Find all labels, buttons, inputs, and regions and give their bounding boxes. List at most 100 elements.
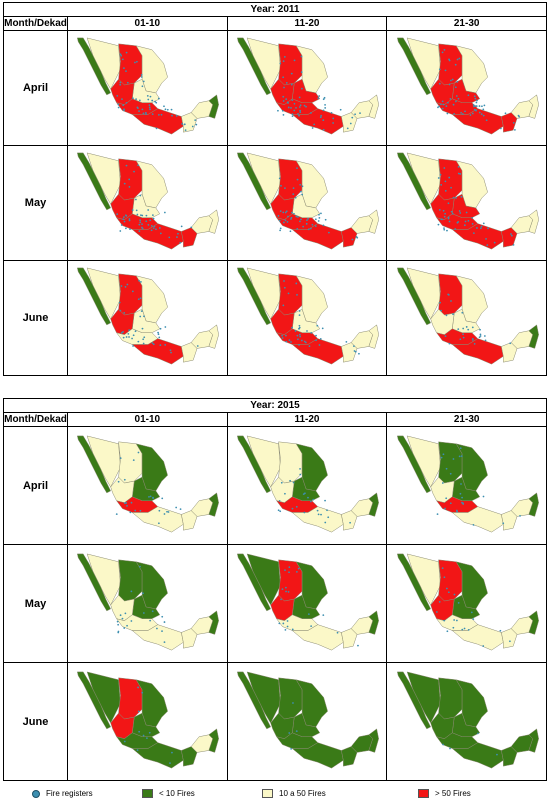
fire-register-dot [197, 345, 199, 347]
fire-register-dot [452, 626, 454, 629]
fire-register-dot [482, 108, 484, 111]
fire-register-dot [298, 344, 300, 346]
fire-register-dot [346, 127, 349, 130]
legend-label: > 50 Fires [435, 789, 471, 798]
fire-register-dot [484, 339, 487, 342]
fire-register-dot [122, 58, 125, 61]
fire-register-dot [123, 67, 126, 70]
fire-register-dot [479, 227, 482, 230]
fire-register-dot [128, 336, 131, 338]
fire-register-dot [143, 315, 146, 318]
fire-register-dot [470, 610, 473, 613]
fire-register-dot [138, 223, 141, 226]
fire-register-dot [499, 629, 501, 632]
fire-register-dot [444, 189, 447, 192]
fire-register-dot [128, 219, 131, 222]
fire-register-dot [166, 510, 169, 513]
fire-register-dot [175, 506, 178, 508]
fire-register-dot [285, 590, 287, 592]
fire-register-dot [493, 241, 496, 244]
region-ne [455, 275, 488, 324]
fire-register-dot [179, 241, 182, 244]
fire-register-dot [439, 103, 442, 106]
fire-register-dot [435, 610, 438, 613]
fire-register-dot [478, 111, 481, 114]
fire-register-dot [484, 237, 487, 240]
fire-register-dot [292, 481, 295, 483]
fire-register-dot [143, 611, 146, 614]
fire-register-dot [355, 235, 358, 238]
fire-register-dot [472, 104, 475, 106]
fire-register-dot [120, 613, 122, 616]
fire-register-dot [297, 112, 299, 115]
fire-register-dot [180, 507, 182, 510]
region-nw [77, 553, 112, 611]
fire-register-dot [290, 72, 293, 75]
fire-register-dot [485, 119, 488, 122]
fire-register-dot [143, 336, 146, 339]
fire-register-dot [354, 113, 356, 116]
fire-register-dot [138, 298, 140, 301]
fire-register-dot [152, 496, 155, 499]
fire-register-dot [324, 107, 327, 109]
mid-swatch-icon [262, 789, 273, 798]
fire-register-dot [512, 243, 515, 246]
fire-register-dot [353, 350, 356, 352]
fire-register-dot [141, 223, 144, 225]
region-nw [77, 267, 112, 326]
fire-register-dot [145, 113, 148, 115]
fire-register-dot [177, 232, 180, 235]
fire-register-dot [164, 211, 167, 214]
fire-register-dot [138, 279, 141, 282]
fire-register-dot [454, 100, 457, 103]
fire-register-dot [116, 94, 119, 97]
fire-register-dot [299, 109, 301, 112]
fire-register-dot [139, 99, 142, 102]
legend-label: < 10 Fires [159, 789, 195, 798]
fire-register-dot [134, 509, 137, 511]
legend: Fire registers < 10 Fires 10 a 50 Fires … [0, 786, 550, 802]
fire-register-dot [118, 106, 120, 109]
fire-register-dot [299, 467, 301, 470]
fire-register-dot [282, 304, 285, 307]
fire-register-dot [147, 94, 149, 97]
fire-register-dot [326, 508, 328, 511]
fire-register-dot [130, 589, 133, 592]
fire-register-dot [446, 293, 449, 296]
region-qroo [528, 727, 539, 753]
fire-register-dot [194, 119, 197, 121]
fire-register-dot [139, 297, 142, 300]
fire-register-dot [288, 565, 291, 568]
map-cell [226, 30, 388, 146]
region-ne [136, 560, 169, 609]
fire-register-dot [452, 113, 455, 115]
fire-register-dot [132, 209, 134, 211]
fire-register-dot [449, 472, 452, 475]
region-ne [136, 160, 169, 209]
fire-register-dot [119, 81, 122, 84]
fire-register-dot [121, 617, 124, 620]
fire-register-dot [357, 644, 359, 647]
map-cell [226, 544, 388, 663]
fire-register-dot [295, 215, 298, 218]
fire-register-dot [285, 210, 288, 213]
fire-register-dot [300, 55, 303, 58]
fire-register-dot [471, 223, 474, 225]
fire-register-dot [139, 219, 142, 222]
fire-register-dot [119, 301, 121, 304]
fire-register-dot [292, 701, 294, 704]
fire-register-dot [120, 53, 122, 56]
fire-register-dot [125, 227, 128, 230]
region-cs [116, 213, 159, 230]
fire-register-dot [281, 334, 283, 337]
fire-register-dot [141, 76, 144, 78]
fire-register-dot [442, 452, 444, 455]
fire-register-dot [483, 104, 485, 107]
fire-register-dot [284, 219, 287, 222]
fire-register-dot [480, 225, 483, 228]
fire-register-dot [499, 127, 502, 130]
fire-register-dot [181, 225, 183, 228]
fire-register-dot [478, 105, 481, 107]
fire-register-dot [279, 229, 281, 232]
region-nw [77, 152, 112, 211]
